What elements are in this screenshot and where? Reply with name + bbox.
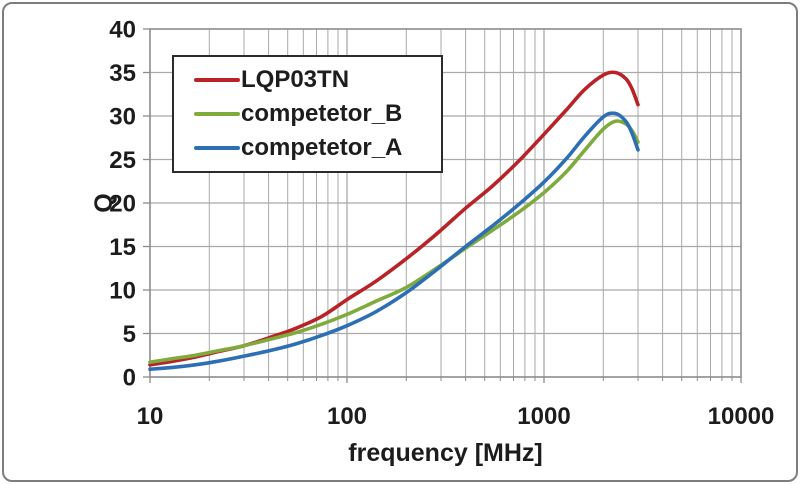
x-tick-label: 10 [137, 403, 164, 430]
y-tick-label: 10 [109, 278, 136, 305]
plot-area-border [149, 28, 742, 378]
legend-item-competetor-b: competetor_B [194, 99, 437, 129]
legend-label: competetor_A [241, 134, 403, 161]
x-tick-label: 100 [327, 403, 367, 430]
y-tick-label: 15 [109, 234, 136, 261]
legend-item-lqp03tn: LQP03TN [194, 65, 437, 95]
legend-line-swatch-blue [194, 146, 240, 150]
y-tick-label: 0 [123, 365, 136, 392]
x-axis-label: frequency [MHz] [348, 439, 542, 467]
legend-line-swatch-green [194, 112, 240, 116]
legend-item-competetor-a: competetor_A [194, 133, 437, 163]
y-tick-label: 25 [109, 147, 136, 174]
y-tick-label: 5 [123, 321, 136, 348]
y-tick-label: 40 [109, 17, 136, 44]
chart-legend: LQP03TN competetor_B competetor_A [172, 55, 443, 173]
legend-label: LQP03TN [241, 66, 350, 93]
x-tick-label: 10000 [708, 403, 775, 430]
legend-line-swatch-red [194, 78, 240, 82]
series-line-competetor_A [148, 111, 640, 371]
y-tick-label: 30 [109, 104, 136, 131]
x-tick-label: 1000 [517, 403, 570, 430]
legend-label: competetor_B [241, 100, 403, 127]
y-tick-label: 20 [109, 191, 136, 218]
y-axis-label: Q [90, 193, 118, 212]
y-tick-label: 35 [109, 60, 136, 87]
